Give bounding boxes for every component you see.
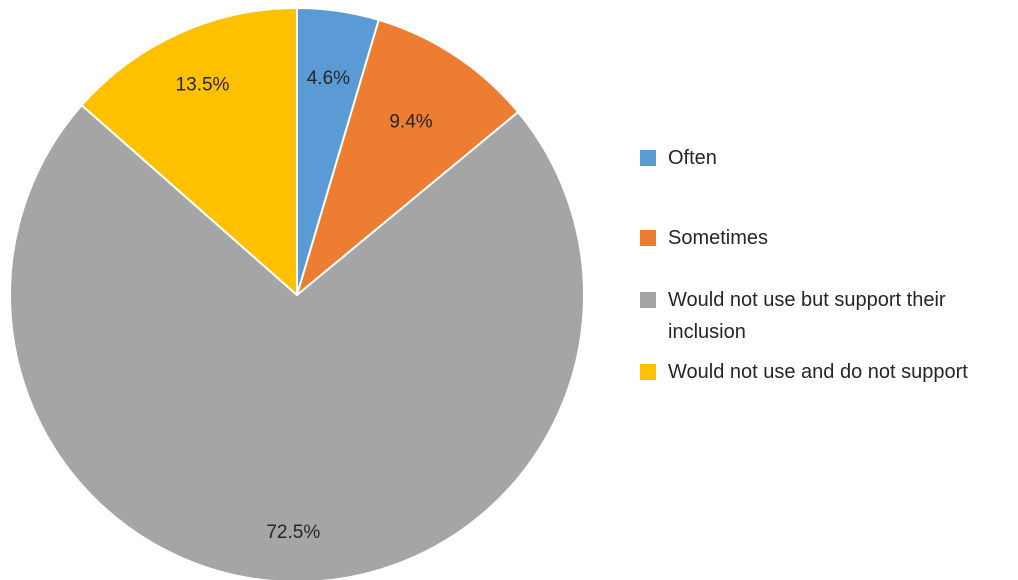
legend-label: Would not use but support their inclusio… [668, 289, 946, 343]
legend-swatch [640, 364, 656, 380]
data-label-would-not-use-but-support-their-inclusion: 72.5% [266, 522, 320, 543]
legend-swatch [640, 292, 656, 308]
legend-swatch [640, 150, 656, 166]
legend-label: Sometimes [668, 227, 769, 249]
pie-data-labels: 4.6% 9.4% 72.5% 13.5% [176, 68, 433, 543]
chart-legend: Often Sometimes Would not use but support … [640, 142, 1010, 388]
pie-chart: 4.6% 9.4% 72.5% 13.5% [9, 7, 585, 580]
pie-slice-would-not-use-and-do-not-support [80, 7, 298, 296]
legend-item-would-not-use-and-do-not-support: Would not use and do not support [640, 356, 1010, 388]
legend-item-would-not-use-but-support-their-inclusion: Would not use but support their inclusio… [640, 284, 1010, 348]
legend-item-sometimes: Sometimes [640, 222, 1010, 254]
pie-slice-sometimes [296, 18, 520, 296]
data-label-would-not-use-and-do-not-support: 13.5% [176, 75, 230, 96]
legend-label: Often [668, 147, 717, 169]
data-label-often: 4.6% [307, 68, 350, 89]
pie-slice-would-not-use-but-support-their-inclusion [9, 104, 585, 580]
legend-swatch [640, 230, 656, 246]
pie-slices [9, 7, 585, 580]
legend-item-often: Often [640, 142, 1010, 174]
legend-label: Would not use and do not support [668, 361, 968, 383]
data-label-sometimes: 9.4% [389, 112, 432, 133]
